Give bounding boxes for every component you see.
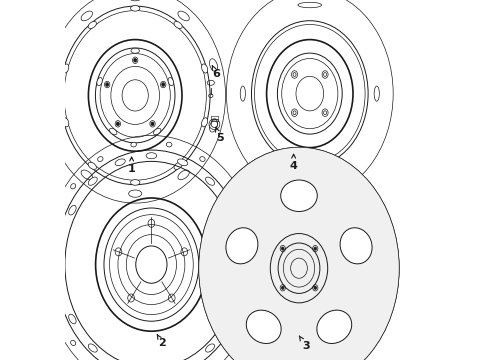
Ellipse shape: [205, 344, 215, 352]
Ellipse shape: [174, 162, 182, 170]
Ellipse shape: [245, 220, 250, 226]
Ellipse shape: [81, 11, 93, 21]
Text: 2: 2: [157, 335, 166, 348]
Ellipse shape: [166, 142, 172, 147]
Ellipse shape: [53, 59, 61, 71]
Ellipse shape: [246, 310, 281, 343]
Ellipse shape: [58, 278, 65, 289]
Ellipse shape: [201, 64, 208, 73]
Ellipse shape: [81, 170, 93, 180]
Ellipse shape: [151, 122, 154, 126]
Ellipse shape: [201, 118, 208, 127]
Ellipse shape: [162, 83, 165, 86]
Ellipse shape: [178, 11, 189, 21]
Ellipse shape: [317, 310, 352, 343]
Ellipse shape: [69, 205, 76, 215]
Ellipse shape: [106, 83, 109, 86]
Ellipse shape: [205, 177, 215, 185]
Ellipse shape: [227, 340, 232, 346]
Ellipse shape: [210, 120, 218, 132]
Ellipse shape: [109, 128, 117, 135]
Ellipse shape: [178, 170, 189, 180]
Ellipse shape: [281, 286, 284, 289]
Ellipse shape: [298, 2, 321, 8]
Ellipse shape: [88, 177, 97, 185]
Ellipse shape: [153, 128, 161, 135]
Ellipse shape: [199, 147, 399, 360]
Ellipse shape: [58, 240, 65, 251]
Text: 1: 1: [128, 157, 135, 174]
Ellipse shape: [200, 157, 205, 162]
Ellipse shape: [69, 314, 76, 324]
Ellipse shape: [168, 77, 173, 86]
Ellipse shape: [63, 118, 69, 127]
Ellipse shape: [97, 77, 102, 86]
Ellipse shape: [115, 159, 125, 166]
Ellipse shape: [245, 303, 250, 309]
Ellipse shape: [281, 180, 317, 211]
Ellipse shape: [88, 162, 97, 170]
Ellipse shape: [130, 180, 140, 185]
Ellipse shape: [298, 180, 321, 185]
Ellipse shape: [129, 190, 142, 197]
Ellipse shape: [131, 48, 140, 53]
Ellipse shape: [238, 278, 245, 289]
Ellipse shape: [134, 58, 137, 62]
Text: 4: 4: [290, 154, 297, 171]
Ellipse shape: [129, 0, 142, 1]
Ellipse shape: [314, 286, 317, 289]
Ellipse shape: [131, 142, 136, 147]
Ellipse shape: [240, 86, 245, 101]
Ellipse shape: [227, 314, 234, 324]
Ellipse shape: [88, 21, 97, 28]
Ellipse shape: [146, 153, 157, 159]
Text: 6: 6: [212, 66, 220, 79]
Ellipse shape: [210, 59, 218, 71]
Ellipse shape: [227, 184, 232, 189]
Ellipse shape: [238, 240, 245, 251]
Ellipse shape: [130, 5, 140, 11]
Text: 3: 3: [299, 336, 310, 351]
Ellipse shape: [116, 122, 120, 126]
Ellipse shape: [98, 157, 103, 162]
Ellipse shape: [174, 21, 182, 28]
Ellipse shape: [71, 184, 76, 189]
Ellipse shape: [53, 220, 58, 226]
Text: 5: 5: [216, 127, 223, 143]
Ellipse shape: [88, 344, 97, 352]
Ellipse shape: [47, 262, 51, 267]
Ellipse shape: [177, 159, 188, 166]
Ellipse shape: [340, 228, 372, 264]
Ellipse shape: [281, 247, 284, 250]
Ellipse shape: [226, 228, 258, 264]
Ellipse shape: [53, 303, 58, 309]
Ellipse shape: [227, 205, 234, 215]
Ellipse shape: [71, 340, 76, 346]
Ellipse shape: [270, 234, 328, 303]
Ellipse shape: [53, 120, 61, 132]
Ellipse shape: [63, 64, 69, 73]
Ellipse shape: [374, 86, 379, 101]
Ellipse shape: [251, 262, 256, 267]
Ellipse shape: [314, 247, 317, 250]
